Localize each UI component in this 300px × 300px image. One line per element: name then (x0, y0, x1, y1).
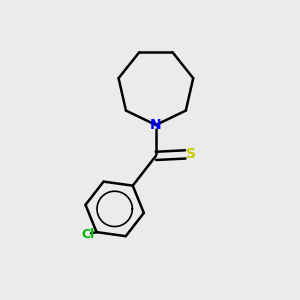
Text: Cl: Cl (82, 228, 95, 241)
Text: S: S (186, 147, 196, 161)
Text: N: N (150, 118, 162, 132)
